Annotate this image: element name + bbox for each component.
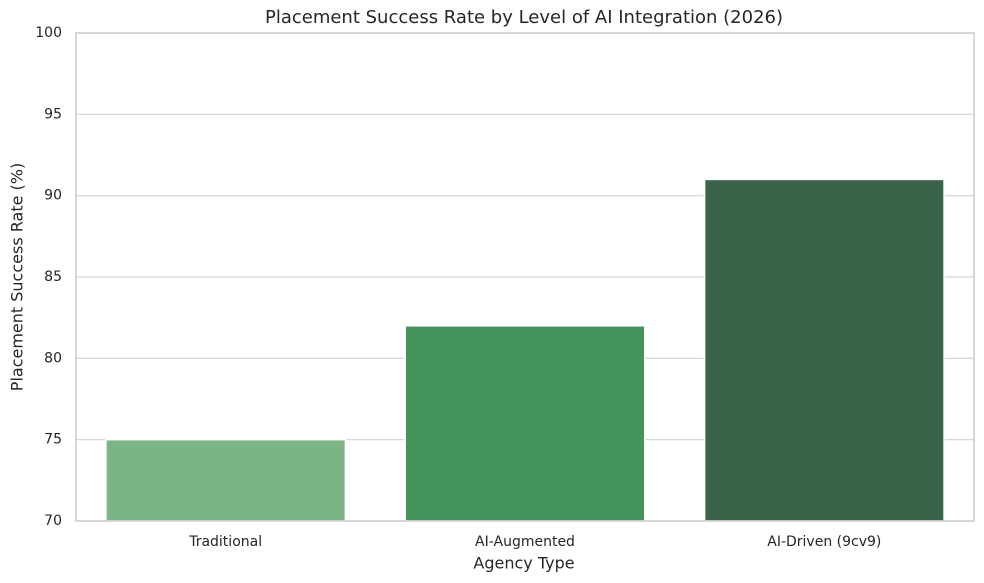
y-tick-label: 100: [35, 25, 62, 41]
y-tick-label: 70: [44, 513, 62, 529]
y-tick-label: 75: [44, 432, 62, 448]
chart-title: Placement Success Rate by Level of AI In…: [265, 7, 783, 28]
x-tick-label: Traditional: [188, 534, 262, 550]
x-tick-label: AI-Driven (9cv9): [767, 534, 881, 550]
y-axis-label: Placement Success Rate (%): [8, 163, 27, 391]
y-tick-label: 95: [44, 106, 62, 122]
x-tick-label: AI-Augmented: [475, 534, 575, 550]
plot-frame: [75, 32, 975, 522]
x-axis-label: Agency Type: [473, 554, 574, 573]
bar: [105, 438, 347, 522]
bar: [404, 325, 646, 522]
y-tick-label: 80: [44, 350, 62, 366]
bar: [703, 178, 945, 522]
y-tick-label: 85: [44, 269, 62, 285]
y-tick-label: 90: [44, 188, 62, 204]
